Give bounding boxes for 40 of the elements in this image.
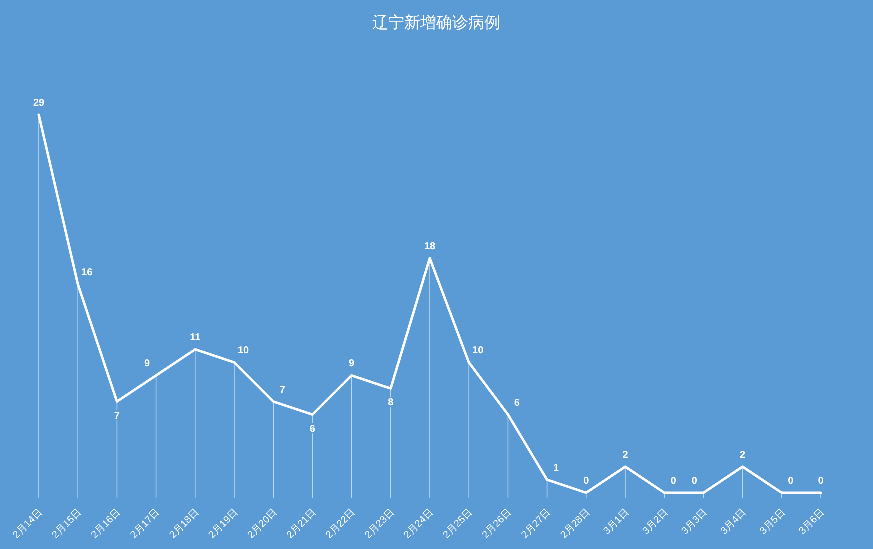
x-tick-label: 3月3日 xyxy=(680,507,710,538)
x-tick-label: 2月16日 xyxy=(90,507,124,542)
data-label: 0 xyxy=(788,476,794,487)
data-label: 2 xyxy=(740,450,746,461)
chart-title: 辽宁新增确诊病例 xyxy=(372,14,500,32)
data-label: 9 xyxy=(144,358,151,370)
data-label: 29 xyxy=(33,98,45,109)
x-tick-label: 2月27日 xyxy=(520,507,554,542)
data-label: 1 xyxy=(554,462,560,474)
x-tick-label: 3月4日 xyxy=(719,507,749,538)
x-tick-label: 2月19日 xyxy=(206,507,241,542)
data-label: 18 xyxy=(424,241,436,252)
data-label: 0 xyxy=(818,476,824,487)
data-label: 16 xyxy=(82,267,94,278)
x-tick-label: 3月6日 xyxy=(797,507,828,538)
x-tick-label: 2月14日 xyxy=(11,507,46,542)
x-tick-label: 2月20日 xyxy=(246,507,280,542)
x-tick-label: 3月1日 xyxy=(602,507,632,538)
data-label: 0 xyxy=(670,476,677,487)
x-tick-label: 2月26日 xyxy=(480,507,514,542)
x-tick-label: 3月2日 xyxy=(640,507,671,538)
x-tick-label: 2月17日 xyxy=(128,507,162,542)
x-tick-label: 2月18日 xyxy=(168,507,202,542)
x-tick-label: 3月5日 xyxy=(758,507,788,538)
data-label: 6 xyxy=(514,398,520,409)
data-label: 2 xyxy=(622,450,629,461)
data-label: 10 xyxy=(238,346,250,357)
data-label: 0 xyxy=(692,476,698,487)
x-tick-label: 2月28日 xyxy=(558,507,593,542)
x-tick-label: 2月21日 xyxy=(285,507,319,542)
data-label: 10 xyxy=(472,346,484,357)
data-label: 0 xyxy=(584,476,590,487)
x-tick-label: 2月23日 xyxy=(363,507,398,542)
data-label: 7 xyxy=(280,384,286,396)
x-tick-label: 2月24日 xyxy=(402,507,436,542)
x-tick-label: 2月15日 xyxy=(50,507,84,542)
x-tick-label: 2月22日 xyxy=(324,507,358,542)
x-tick-label: 2月25日 xyxy=(442,507,476,542)
data-label: 11 xyxy=(190,332,202,344)
data-label: 9 xyxy=(349,358,356,370)
